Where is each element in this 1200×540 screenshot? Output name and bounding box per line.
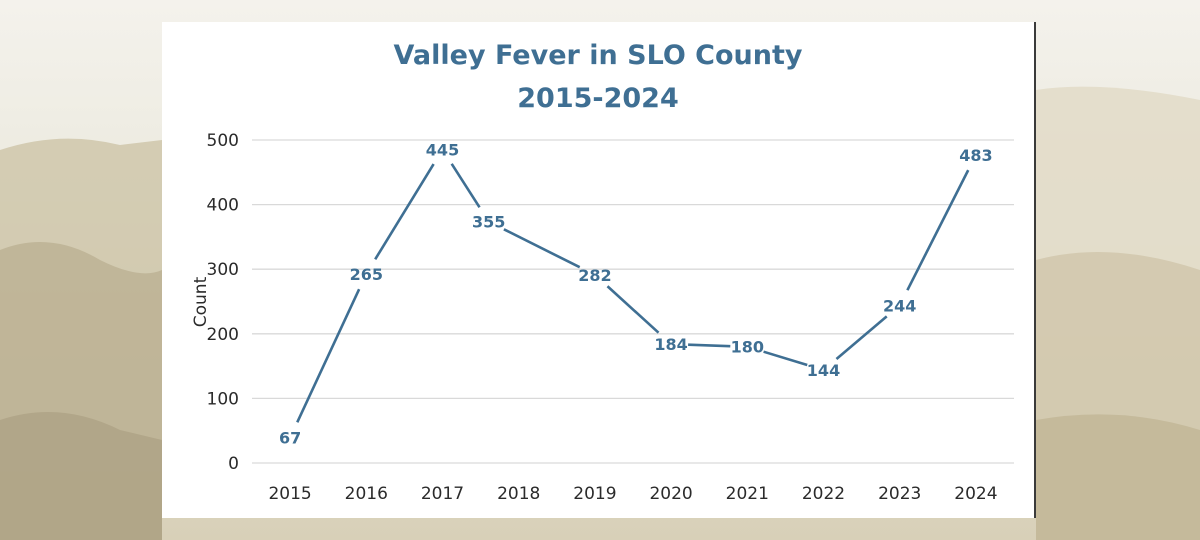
x-tick-label: 2024 bbox=[954, 484, 997, 504]
x-tick-label: 2022 bbox=[802, 484, 845, 504]
data-label: 244 bbox=[883, 296, 916, 315]
chart-title-line-2: 2015-2024 bbox=[517, 83, 679, 114]
data-label: 184 bbox=[654, 335, 687, 354]
x-tick-label: 2020 bbox=[649, 484, 692, 504]
series-segment bbox=[763, 350, 808, 367]
data-label: 355 bbox=[472, 213, 505, 232]
x-tick-label: 2021 bbox=[726, 484, 769, 504]
data-labels: 67 265 445 355 282 184 180 144 244 483 bbox=[279, 141, 993, 448]
y-tick-label: 100 bbox=[207, 389, 239, 409]
series-segment bbox=[835, 315, 888, 360]
data-label: 445 bbox=[426, 141, 459, 160]
x-tick-label: 2017 bbox=[421, 484, 464, 504]
series-segment bbox=[450, 163, 481, 209]
chart-title-line-1: Valley Fever in SLO County bbox=[394, 40, 803, 71]
series-segment bbox=[688, 343, 731, 348]
y-tick-label: 500 bbox=[207, 131, 239, 151]
series-line-group bbox=[296, 163, 970, 423]
data-label: 483 bbox=[959, 146, 992, 165]
x-axis-ticks: 2015 2016 2017 2018 2019 2020 2021 2022 2023 2024 bbox=[268, 484, 997, 504]
data-label: 144 bbox=[807, 361, 840, 380]
chart-card: Valley Fever in SLO County 2015-2024 Cou… bbox=[162, 22, 1036, 518]
y-axis-ticks: 0 100 200 300 400 500 bbox=[207, 131, 239, 474]
x-tick-label: 2023 bbox=[878, 484, 921, 504]
series-segment bbox=[374, 163, 435, 260]
series-segment bbox=[606, 285, 660, 334]
gridlines bbox=[252, 139, 1014, 464]
series-segment bbox=[906, 169, 970, 291]
x-tick-label: 2016 bbox=[345, 484, 388, 504]
x-tick-label: 2018 bbox=[497, 484, 540, 504]
y-tick-label: 0 bbox=[228, 454, 239, 474]
data-label: 265 bbox=[350, 265, 383, 284]
series-segment bbox=[296, 288, 361, 423]
y-tick-label: 200 bbox=[207, 325, 239, 345]
y-tick-label: 300 bbox=[207, 260, 239, 280]
data-label: 67 bbox=[279, 429, 301, 448]
data-label: 282 bbox=[578, 266, 611, 285]
data-label: 180 bbox=[731, 338, 764, 357]
x-tick-label: 2015 bbox=[268, 484, 311, 504]
line-chart: Valley Fever in SLO County 2015-2024 Cou… bbox=[191, 40, 1014, 504]
x-tick-label: 2019 bbox=[573, 484, 616, 504]
y-axis-label: Count bbox=[191, 276, 211, 327]
series-segment bbox=[503, 228, 581, 269]
y-tick-label: 400 bbox=[207, 196, 239, 216]
